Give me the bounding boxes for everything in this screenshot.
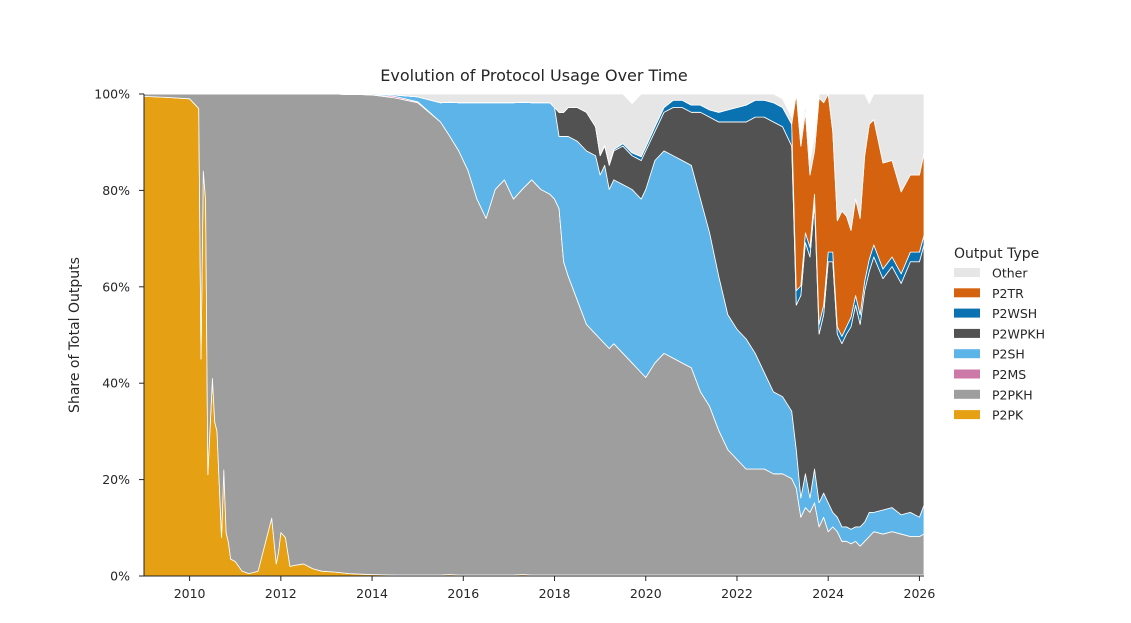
legend-label-p2wsh: P2WSH xyxy=(992,306,1037,321)
x-tick-label: 2016 xyxy=(447,586,479,601)
x-tick-label: 2024 xyxy=(812,586,844,601)
legend: Output Type Other P2TR P2WSH P2WPKH P2SH P2MS… xyxy=(954,246,1045,423)
x-tick-label: 2020 xyxy=(630,586,662,601)
legend-swatch-p2wsh xyxy=(954,308,980,318)
x-tick-label: 2010 xyxy=(174,586,206,601)
legend-label-other: Other xyxy=(992,266,1028,281)
x-tick-label: 2018 xyxy=(539,586,571,601)
axes: 2010 2012 2014 2016 2018 2020 2022 2024 2026 0% 20… xyxy=(94,87,935,602)
stacked-areas xyxy=(143,93,925,577)
y-axis-label: Share of Total Outputs xyxy=(67,257,83,413)
legend-swatch-p2sh xyxy=(954,349,980,359)
x-tick-label: 2014 xyxy=(356,586,388,601)
legend-swatch-p2ms xyxy=(954,369,980,379)
y-tick-label: 80% xyxy=(102,183,130,198)
legend-swatch-p2pkh xyxy=(954,389,980,399)
x-tick-label: 2026 xyxy=(904,586,936,601)
y-tick-label: 0% xyxy=(110,569,130,584)
chart-title: Evolution of Protocol Usage Over Time xyxy=(380,66,687,85)
legend-swatch-p2pk xyxy=(954,410,980,420)
legend-label-p2ms: P2MS xyxy=(992,367,1026,382)
y-tick-label: 60% xyxy=(102,279,130,294)
legend-label-p2tr: P2TR xyxy=(992,286,1024,301)
legend-label-p2pkh: P2PKH xyxy=(992,387,1033,402)
x-tick-label: 2022 xyxy=(721,586,753,601)
legend-label-p2wpkh: P2WPKH xyxy=(992,326,1045,341)
y-tick-label: 20% xyxy=(102,472,130,487)
legend-swatch-p2wpkh xyxy=(954,328,980,338)
y-tick-label: 40% xyxy=(102,376,130,391)
legend-title: Output Type xyxy=(954,246,1039,262)
area-other xyxy=(143,93,925,231)
legend-label-p2pk: P2PK xyxy=(992,408,1024,423)
y-tick-label: 100% xyxy=(94,87,130,102)
legend-swatch-other xyxy=(954,268,980,277)
x-tick-label: 2012 xyxy=(265,586,297,601)
legend-swatch-p2tr xyxy=(954,288,980,298)
legend-label-p2sh: P2SH xyxy=(992,347,1025,362)
